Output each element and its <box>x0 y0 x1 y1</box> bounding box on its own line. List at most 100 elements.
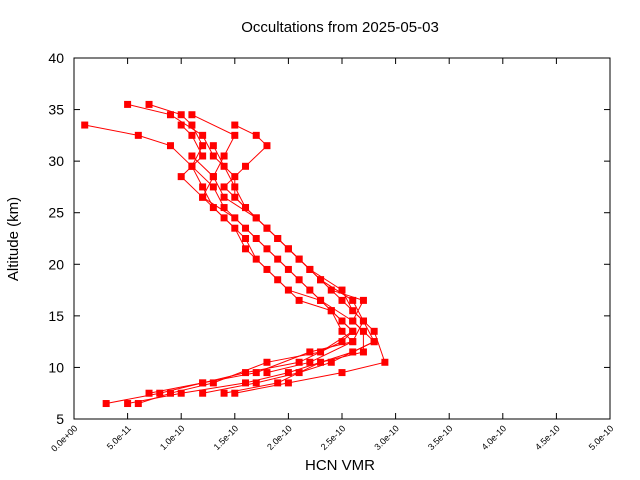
data-point-square <box>295 296 303 304</box>
data-point-square <box>220 389 228 397</box>
data-point-square <box>81 121 89 129</box>
data-point-square <box>188 111 196 119</box>
data-point-square <box>177 389 185 397</box>
data-point-square <box>274 276 282 284</box>
data-point-square <box>220 183 228 191</box>
data-point-square <box>252 255 260 263</box>
data-point-square <box>166 111 174 119</box>
data-point-square <box>145 100 153 108</box>
data-point-square <box>231 214 239 222</box>
data-point-square <box>231 121 239 129</box>
data-point-square <box>295 255 303 263</box>
data-point-square <box>327 286 335 294</box>
data-point-square <box>209 173 217 181</box>
data-point-square <box>177 111 185 119</box>
data-point-square <box>317 276 325 284</box>
data-point-square <box>188 121 196 129</box>
data-point-square <box>242 235 250 242</box>
series-layer <box>81 100 389 408</box>
data-point-square <box>359 317 367 325</box>
data-point-square <box>338 296 346 304</box>
data-point-square <box>209 183 217 191</box>
data-point-square <box>242 162 250 170</box>
data-point-square <box>295 358 303 366</box>
data-point-square <box>242 245 250 253</box>
data-point-square <box>252 369 260 377</box>
data-point-square <box>199 379 207 387</box>
data-point-square <box>220 162 228 170</box>
data-point-square <box>327 307 335 315</box>
series-red-3 <box>145 121 357 397</box>
y-tick-label: 35 <box>48 102 64 118</box>
data-point-square <box>295 276 303 284</box>
data-point-square <box>252 235 260 242</box>
y-tick-label: 40 <box>48 50 64 66</box>
data-point-square <box>327 358 335 366</box>
data-point-square <box>274 255 282 263</box>
data-point-square <box>177 121 185 129</box>
x-axis-label: HCN VMR <box>305 457 375 474</box>
data-point-square <box>134 131 142 139</box>
data-point-square <box>199 193 207 201</box>
data-point-square <box>252 131 260 139</box>
data-point-square <box>284 379 292 387</box>
data-point-square <box>177 173 185 181</box>
data-point-square <box>252 379 260 387</box>
data-point-square <box>370 327 378 335</box>
data-point-square <box>359 348 367 356</box>
data-point-square <box>166 142 174 150</box>
data-point-square <box>338 286 346 294</box>
data-point-square <box>199 152 207 160</box>
data-point-square <box>349 327 357 335</box>
data-point-square <box>306 358 314 366</box>
data-point-square <box>242 379 250 387</box>
data-point-square <box>209 142 217 150</box>
y-tick-label: 20 <box>48 256 64 272</box>
data-point-square <box>145 389 153 397</box>
data-point-square <box>242 369 250 377</box>
data-point-square <box>317 296 325 304</box>
data-point-square <box>231 131 239 139</box>
data-point-square <box>188 152 196 160</box>
y-tick-label: 10 <box>48 359 64 375</box>
chart-title: Occultations from 2025-05-03 <box>241 19 439 36</box>
data-point-square <box>156 389 164 397</box>
data-point-square <box>199 142 207 150</box>
data-point-square <box>349 317 357 325</box>
data-point-square <box>166 389 174 397</box>
data-point-square <box>199 389 207 397</box>
data-point-square <box>231 389 239 397</box>
data-point-square <box>381 358 389 366</box>
data-point-square <box>338 369 346 377</box>
data-point-square <box>349 307 357 315</box>
data-point-square <box>317 358 325 366</box>
y-tick-label: 15 <box>48 308 64 324</box>
y-axis-label: Altitude (km) <box>5 197 22 281</box>
data-point-square <box>263 369 271 377</box>
series-red-7 <box>188 152 367 377</box>
data-point-square <box>124 400 132 408</box>
data-point-square <box>102 400 110 408</box>
data-point-square <box>349 296 357 304</box>
data-point-square <box>263 142 271 150</box>
y-tick-label: 5 <box>56 411 64 427</box>
data-point-square <box>209 379 217 387</box>
data-point-square <box>306 348 314 356</box>
data-point-square <box>188 131 196 139</box>
data-point-square <box>263 358 271 366</box>
data-point-square <box>284 369 292 377</box>
data-point-square <box>124 100 132 108</box>
data-point-square <box>220 152 228 160</box>
data-point-square <box>134 400 142 408</box>
data-point-square <box>199 131 207 139</box>
data-point-square <box>242 204 250 212</box>
data-point-square <box>274 379 282 387</box>
data-point-square <box>209 152 217 160</box>
data-point-square <box>252 214 260 222</box>
data-point-square <box>359 296 367 304</box>
data-point-square <box>231 183 239 191</box>
data-point-square <box>295 369 303 377</box>
data-point-square <box>220 204 228 212</box>
